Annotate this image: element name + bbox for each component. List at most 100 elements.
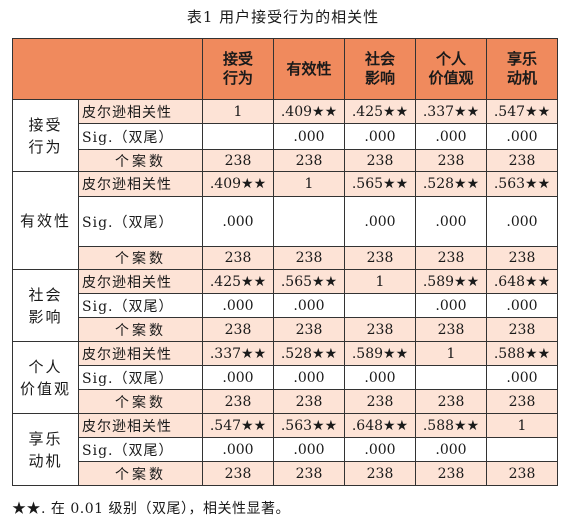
column-header: 有效性 xyxy=(273,38,345,100)
table-cell: .000 xyxy=(415,196,487,247)
table-cell: .563★★ xyxy=(486,171,558,197)
table-cell xyxy=(273,196,345,247)
table-cell: 1 xyxy=(202,99,274,124)
table-cell: 238 xyxy=(415,389,487,414)
table-cell: 238 xyxy=(344,317,416,342)
table-cell: 238 xyxy=(273,461,345,486)
table-cell: .565★★ xyxy=(273,269,345,294)
table-cell: .000 xyxy=(202,293,274,318)
table-cell: .000 xyxy=(344,123,416,150)
row-label: 皮尔逊相关性 xyxy=(78,341,203,366)
table-cell: .000 xyxy=(415,293,487,318)
table-cell: .000 xyxy=(486,293,558,318)
table-cell: .528★★ xyxy=(415,171,487,197)
table-cell: 238 xyxy=(486,246,558,270)
table-cell: 238 xyxy=(202,149,274,172)
row-group-label: 个人 价值观 xyxy=(12,341,79,414)
table-cell: .588★★ xyxy=(486,341,558,366)
row-label: 个案数 xyxy=(78,317,203,342)
column-header: 社会 影响 xyxy=(344,38,416,100)
header-row: 接受 行为 有效性 社会 影响 个人 价值观 享乐 动机 xyxy=(12,38,558,100)
column-header: 享乐 动机 xyxy=(486,38,558,100)
table-cell: 238 xyxy=(202,389,274,414)
table-row: 社会 影响 皮尔逊相关性 .425★★ .565★★ 1.589★★ .648★★ xyxy=(12,269,558,342)
table-cell: 238 xyxy=(344,389,416,414)
table-cell: 238 xyxy=(202,461,274,486)
row-label: 个案数 xyxy=(78,246,203,270)
table-cell: 238 xyxy=(344,461,416,486)
table-cell: .563★★ xyxy=(273,413,345,438)
table-cell: 238 xyxy=(415,317,487,342)
correlation-table: 接受 行为 有效性 社会 影响 个人 价值观 享乐 动机 接受 行为 皮尔逊相关性… xyxy=(12,38,558,486)
table-cell: .648★★ xyxy=(344,413,416,438)
table-cell: .565★★ xyxy=(344,171,416,197)
table-cell: 238 xyxy=(344,246,416,270)
row-label: 皮尔逊相关性 xyxy=(78,413,203,438)
table-row: 享乐 动机 皮尔逊相关性 .547★★ .563★★ .648★★ .588★★ 1 xyxy=(12,413,558,486)
table-cell: 238 xyxy=(202,317,274,342)
table-cell: 238 xyxy=(273,317,345,342)
table-cell: 1 xyxy=(486,413,558,438)
table-cell: .000 xyxy=(202,365,274,390)
table-cell: .547★★ xyxy=(202,413,274,438)
column-header: 个人 价值观 xyxy=(415,38,487,100)
table-row: Sig.（双尾） .000.000.000.000 xyxy=(13,123,558,150)
table-cell: .337★★ xyxy=(415,99,487,124)
table-cell: .000 xyxy=(273,123,345,150)
table-cell: 238 xyxy=(486,317,558,342)
table-cell: .547★★ xyxy=(486,99,558,124)
table-row: 个人 价值观 皮尔逊相关性 .337★★ .528★★ .589★★ 1.588★★ xyxy=(12,341,558,414)
footnote: ★★. 在 0.01 级别（双尾），相关性显著。 xyxy=(12,501,290,517)
row-label: Sig.（双尾） xyxy=(78,196,203,247)
table-cell: 1 xyxy=(415,341,487,366)
table-cell: .000 xyxy=(273,293,345,318)
table-cell: 1 xyxy=(273,171,345,197)
table-row: Sig.（双尾） .000.000.000.000 xyxy=(13,196,558,247)
table-row: Sig.（双尾） .000.000.000.000 xyxy=(13,437,558,462)
row-label: Sig.（双尾） xyxy=(78,293,203,318)
table-cell: 238 xyxy=(202,246,274,270)
table-cell: .425★★ xyxy=(344,99,416,124)
table-row: 个案数 238 238 238 238 238 xyxy=(13,389,558,414)
table-cell: 238 xyxy=(486,149,558,172)
table-row: 个案数 238 238 238 238 238 xyxy=(13,149,558,172)
table-cell: .000 xyxy=(344,437,416,462)
row-group-label: 社会 影响 xyxy=(12,269,79,342)
table-cell xyxy=(202,123,274,150)
table-cell: .000 xyxy=(344,365,416,390)
table-cell: 238 xyxy=(415,149,487,172)
table-cell: .648★★ xyxy=(486,269,558,294)
table-cell: .000 xyxy=(344,196,416,247)
table-cell: 238 xyxy=(273,149,345,172)
table-cell: 238 xyxy=(415,246,487,270)
row-label: 个案数 xyxy=(78,461,203,486)
table-row: Sig.（双尾） .000.000.000.000 xyxy=(13,365,558,390)
table-cell: .588★★ xyxy=(415,413,487,438)
row-label: 个案数 xyxy=(78,149,203,172)
row-label: Sig.（双尾） xyxy=(78,123,203,150)
table-cell: 238 xyxy=(273,389,345,414)
header-blank xyxy=(12,38,203,100)
table-cell: 1 xyxy=(344,269,416,294)
table-row: Sig.（双尾） .000.000.000.000 xyxy=(13,293,558,318)
table-cell: .000 xyxy=(415,437,487,462)
row-label: 个案数 xyxy=(78,389,203,414)
row-group-label: 享乐 动机 xyxy=(12,413,79,486)
row-label: 皮尔逊相关性 xyxy=(78,269,203,294)
table-title: 表1 用户接受行为的相关性 xyxy=(186,8,380,26)
table-cell: .409★★ xyxy=(273,99,345,124)
table-row: 有效性 皮尔逊相关性 .409★★ 1.565★★ .528★★ .563★★ xyxy=(12,171,558,270)
table-cell: .000 xyxy=(486,123,558,150)
table-cell: .000 xyxy=(273,365,345,390)
table-row: 个案数 238 238 238 238 238 xyxy=(13,317,558,342)
table-cell: 238 xyxy=(486,461,558,486)
table-cell: 238 xyxy=(415,461,487,486)
table-cell xyxy=(415,365,487,390)
table-cell: .000 xyxy=(486,196,558,247)
row-label: Sig.（双尾） xyxy=(78,365,203,390)
row-group-label: 接受 行为 xyxy=(12,99,79,172)
table-cell xyxy=(486,437,558,462)
row-label: 皮尔逊相关性 xyxy=(78,99,203,124)
table-cell xyxy=(344,293,416,318)
table-cell: .589★★ xyxy=(344,341,416,366)
